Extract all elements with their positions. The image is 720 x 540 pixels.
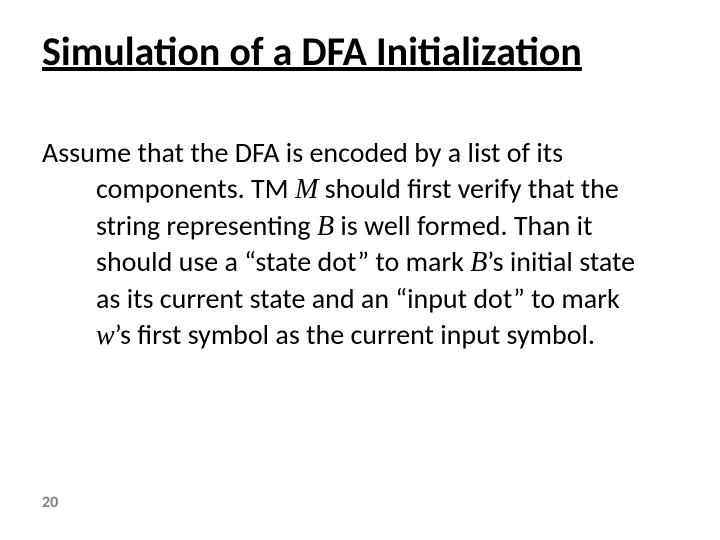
body-text: is well formed. Than (334, 208, 577, 243)
math-var-b: B (470, 247, 487, 278)
body-text: ’s initial (487, 244, 579, 279)
body-text: to mark (531, 281, 619, 316)
slide-title: Simulation of a DFA Initialization (42, 30, 678, 74)
slide: Simulation of a DFA Initialization Assum… (0, 0, 720, 540)
body-text: should first verify that (318, 171, 581, 206)
math-var-b: B (317, 211, 334, 242)
body-text: symbol. (507, 317, 595, 352)
body-text: Assume that the DFA is encoded by a list… (42, 135, 563, 170)
body-text: components. TM (96, 171, 295, 206)
page-number: 20 (42, 493, 58, 512)
body-text: ’s first symbol as the current input (115, 317, 507, 352)
math-var-w: w (96, 320, 115, 351)
math-var-m: M (295, 174, 318, 205)
slide-body: Assume that the DFA is encoded by a list… (42, 135, 642, 354)
body-paragraph: Assume that the DFA is encoded by a list… (42, 135, 642, 354)
